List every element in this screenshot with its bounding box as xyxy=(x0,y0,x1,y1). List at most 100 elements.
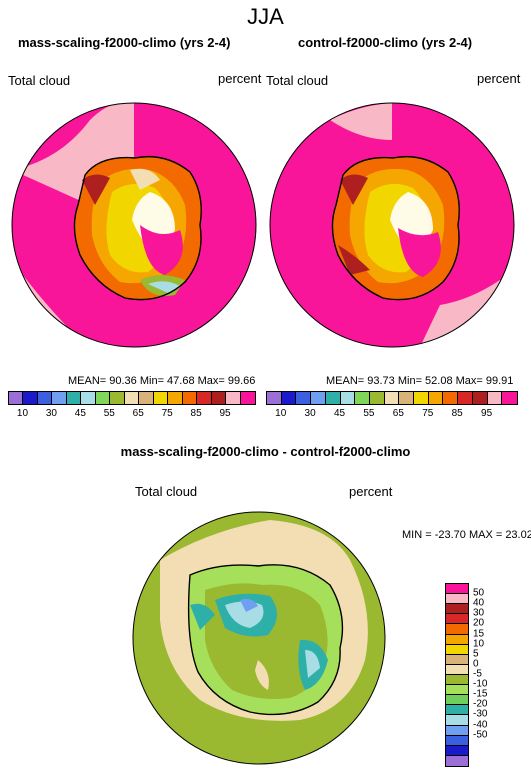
colorbar-swatch xyxy=(446,674,468,686)
colorbar-swatch xyxy=(487,392,503,404)
colorbar-swatch xyxy=(399,392,415,404)
colorbar-swatch xyxy=(446,634,468,645)
colorbar-swatch xyxy=(446,755,468,766)
colorbar-tick-label: 95 xyxy=(219,408,231,419)
colorbar-swatch xyxy=(81,392,96,404)
colorbar-tick-label: -50 xyxy=(473,729,488,741)
colorbar-swatch xyxy=(428,392,444,404)
colorbar-swatch xyxy=(446,584,468,595)
colorbar-swatch xyxy=(197,392,212,404)
colorbar-swatch xyxy=(226,392,241,404)
colorbar-swatch xyxy=(340,392,356,404)
map-panel-2 xyxy=(270,103,514,347)
colorbar-swatch xyxy=(37,392,53,404)
panel-3-title: mass-scaling-f2000-climo - control-f2000… xyxy=(120,444,411,459)
map-panel-3 xyxy=(133,512,385,764)
colorbar-tick-label: 30 xyxy=(473,607,485,619)
colorbar-tick-label: 95 xyxy=(481,408,493,419)
colorbar-swatch xyxy=(502,392,517,404)
colorbar-swatch xyxy=(124,392,140,404)
colorbar-tick-label: 75 xyxy=(161,408,173,419)
colorbar-panel-3 xyxy=(445,583,469,767)
colorbar-tick-label: -10 xyxy=(473,678,488,690)
colorbar-swatch xyxy=(369,392,385,404)
colorbar-swatch xyxy=(414,392,429,404)
colorbar-tick-label: 50 xyxy=(473,587,485,599)
colorbar-swatch xyxy=(355,392,370,404)
colorbar-swatch xyxy=(446,745,468,756)
colorbar-tick-label: 10 xyxy=(275,408,287,419)
colorbar-swatch xyxy=(281,392,297,404)
colorbar-swatch xyxy=(443,392,459,404)
colorbar-tick-label: 0 xyxy=(473,658,479,670)
colorbar-tick-label: -30 xyxy=(473,708,488,720)
colorbar-tick-label: -20 xyxy=(473,698,488,710)
colorbar-swatch xyxy=(446,705,468,716)
colorbar-tick-label: -15 xyxy=(473,688,488,700)
colorbar-swatch xyxy=(446,715,468,726)
colorbar-tick-label: 85 xyxy=(190,408,202,419)
colorbar-swatch xyxy=(446,654,468,665)
panel-1-title: mass-scaling-f2000-climo (yrs 2-4) xyxy=(18,35,231,50)
colorbar-swatch xyxy=(446,604,468,615)
colorbar-swatch xyxy=(311,392,326,404)
colorbar-swatch xyxy=(446,644,468,655)
colorbar-swatch xyxy=(139,392,154,404)
panel-2-variable: Total cloud xyxy=(266,73,329,88)
panel-1-units: percent xyxy=(218,71,262,86)
colorbar-swatch xyxy=(446,594,468,605)
colorbar-swatch xyxy=(472,392,488,404)
panel-2-title: control-f2000-climo (yrs 2-4) xyxy=(298,35,473,50)
colorbar-tick-label: 85 xyxy=(451,408,463,419)
colorbar-swatch xyxy=(9,392,24,404)
colorbar-swatch xyxy=(211,392,227,404)
colorbar-tick-label: 20 xyxy=(473,617,485,629)
panel-2-stats: MEAN= 93.73 Min= 52.08 Max= 99.91 xyxy=(326,375,514,387)
panel-1-variable: Total cloud xyxy=(8,73,71,88)
colorbar-swatch xyxy=(446,614,468,625)
colorbar-tick-label: 75 xyxy=(422,408,434,419)
colorbar-tick-label: 65 xyxy=(132,408,144,419)
panel-1-stats: MEAN= 90.36 Min= 47.68 Max= 99.66 xyxy=(68,375,256,387)
panel-3-stats: MIN = -23.70 MAX = 23.02 xyxy=(402,529,531,541)
colorbar-swatch xyxy=(446,695,468,706)
colorbar-tick-label: 30 xyxy=(304,408,316,419)
colorbar-tick-label: 15 xyxy=(473,628,485,640)
colorbar-tick-label: 55 xyxy=(363,408,375,419)
colorbar-tick-label: 55 xyxy=(103,408,115,419)
colorbar-panel-2-ticks: 10 30 45 55 65 75 85 95 xyxy=(266,408,516,420)
colorbar-panel-1 xyxy=(8,391,256,405)
season-title: JJA xyxy=(247,4,284,29)
colorbar-swatch xyxy=(267,392,282,404)
colorbar-swatch xyxy=(168,392,183,404)
colorbar-swatch xyxy=(23,392,38,404)
colorbar-tick-label: 30 xyxy=(45,408,57,419)
colorbar-tick-label: 10 xyxy=(473,638,485,650)
panel-3-variable: Total cloud xyxy=(135,484,198,499)
colorbar-panel-1-ticks: 10 30 45 55 65 75 85 95 xyxy=(8,408,254,420)
colorbar-tick-label: 5 xyxy=(473,648,479,660)
colorbar-tick-label: 10 xyxy=(16,408,29,419)
colorbar-swatch xyxy=(153,392,169,404)
colorbar-swatch xyxy=(95,392,111,404)
panel-2-units: percent xyxy=(477,71,521,86)
colorbar-tick-label: 40 xyxy=(473,597,485,609)
map-panel-1 xyxy=(12,103,256,347)
colorbar-tick-label: 45 xyxy=(74,408,86,419)
colorbar-swatch xyxy=(446,685,468,696)
colorbar-swatch xyxy=(384,392,400,404)
colorbar-swatch xyxy=(446,664,468,675)
colorbar-panel-2 xyxy=(266,391,518,405)
panel-3-units: percent xyxy=(349,484,393,499)
colorbar-swatch xyxy=(446,735,468,746)
colorbar-swatch xyxy=(325,392,341,404)
colorbar-swatch xyxy=(240,392,255,404)
colorbar-swatch xyxy=(110,392,125,404)
colorbar-swatch xyxy=(296,392,312,404)
colorbar-swatch xyxy=(446,725,468,736)
colorbar-tick-label: 65 xyxy=(392,408,404,419)
colorbar-tick-label: -5 xyxy=(473,668,482,680)
colorbar-swatch xyxy=(458,392,473,404)
colorbar-tick-label: -40 xyxy=(473,719,488,731)
